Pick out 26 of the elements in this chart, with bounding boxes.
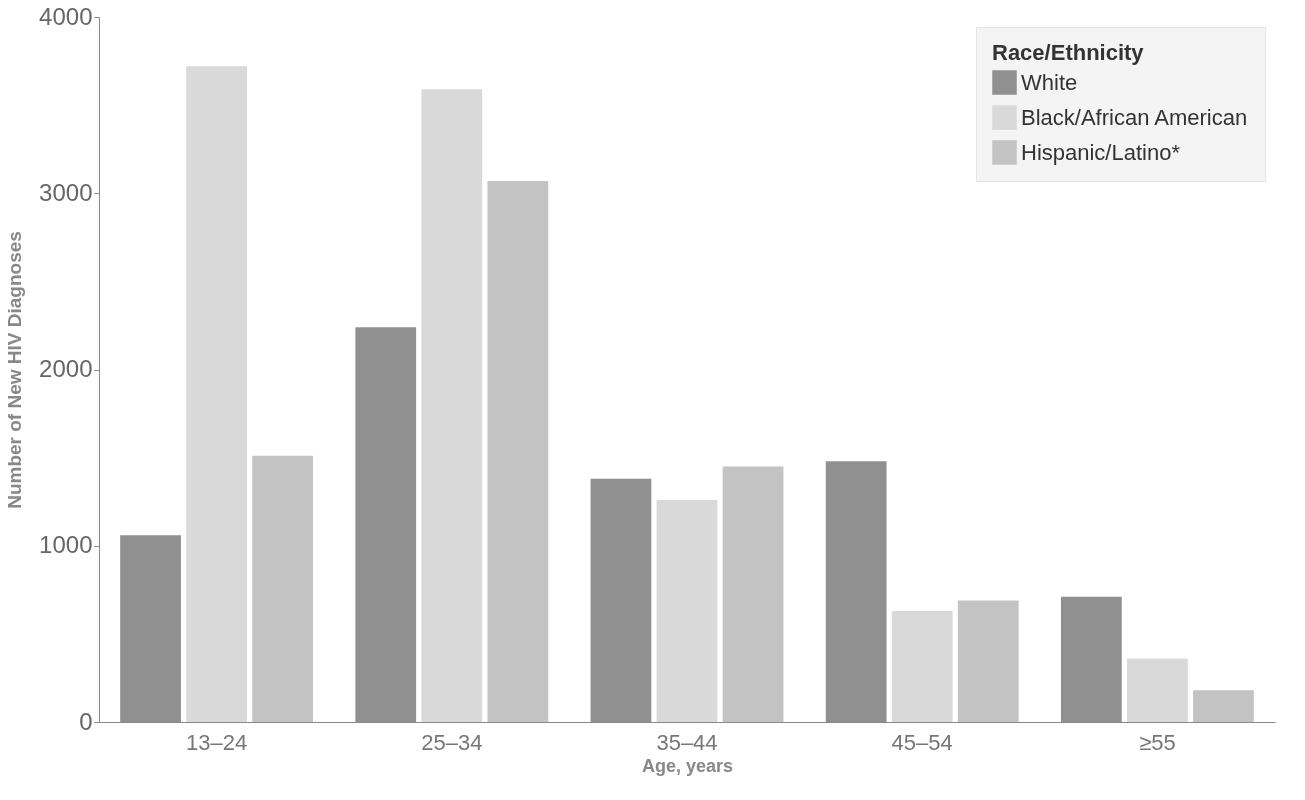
y-axis-title: Number of New HIV Diagnoses	[4, 231, 26, 509]
bar	[656, 499, 718, 722]
bar	[252, 455, 314, 722]
bar	[487, 180, 549, 722]
bar	[957, 600, 1019, 722]
x-axis-title: Age, years	[641, 755, 734, 776]
bar	[1193, 690, 1254, 722]
x-tick-label: 13–24	[186, 729, 248, 755]
y-tick-label: 0	[79, 707, 93, 735]
bar	[891, 610, 953, 722]
bar	[186, 66, 247, 722]
x-tick-label: 45–54	[891, 729, 953, 755]
y-tick-label: 2000	[39, 355, 93, 382]
bar	[722, 466, 784, 722]
x-tick-label: ≥55	[1139, 729, 1176, 755]
y-tick-label: 4000	[39, 2, 93, 30]
bar	[421, 89, 483, 722]
legend-title: Race/Ethnicity	[992, 40, 1145, 65]
y-tick-label: 1000	[39, 531, 93, 559]
bar	[1127, 658, 1188, 722]
legend-label: Black/African American	[1021, 104, 1248, 130]
legend-label: White	[1021, 69, 1078, 95]
y-tick-label: 3000	[39, 178, 93, 206]
legend-label: Hispanic/Latino*	[1021, 139, 1181, 165]
x-tick-label: 25–34	[421, 729, 483, 755]
x-tick-label: 35–44	[656, 729, 718, 755]
